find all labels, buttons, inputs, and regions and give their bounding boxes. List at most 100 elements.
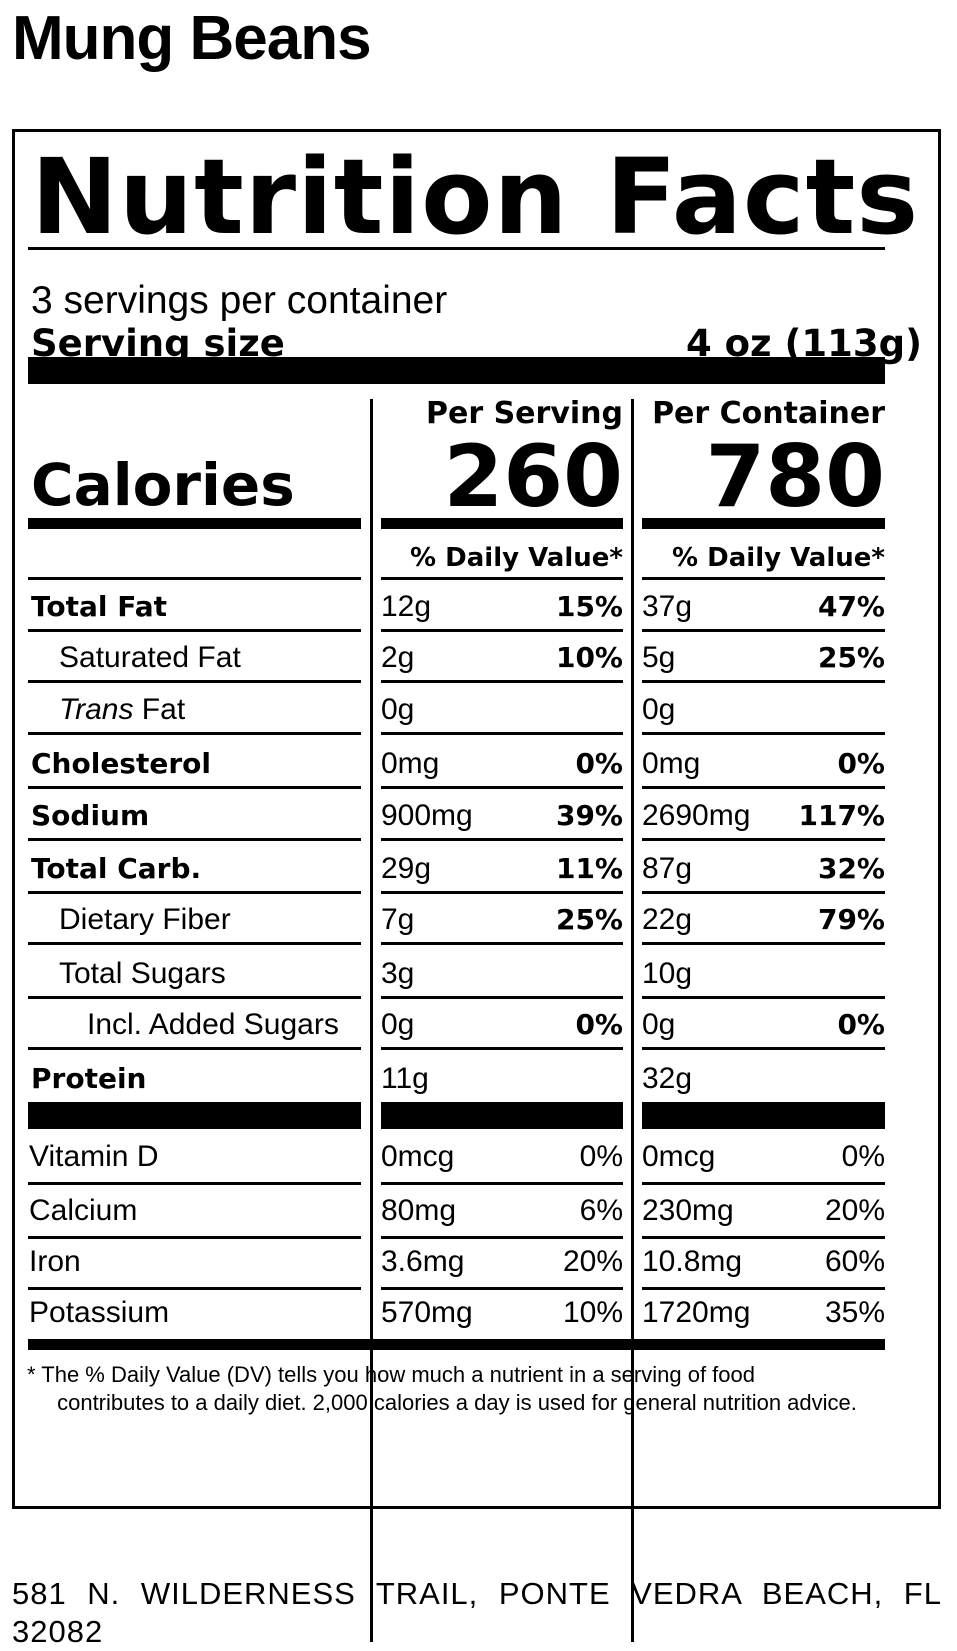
container-amount: 22g: [642, 903, 693, 936]
container-daily-value: 79%: [817, 903, 885, 936]
serving-amount: 29g: [381, 852, 432, 885]
per-container-header: Per Container: [652, 396, 885, 431]
row-divider: [381, 577, 623, 580]
serving-daily-value: 0%: [579, 1140, 623, 1173]
container-amount: 0g: [642, 693, 676, 726]
nutrient-name: Total Fat: [31, 590, 168, 623]
nutrient-name-italic: Trans: [59, 693, 134, 726]
serving-amount: 0g: [381, 693, 415, 726]
container-amount: 10g: [642, 957, 693, 990]
container-daily-value: 0%: [837, 747, 885, 780]
row-divider: [381, 838, 623, 841]
serving-amount: 570mg: [381, 1296, 473, 1329]
thick-divider: [381, 518, 623, 529]
row-divider: [642, 942, 885, 945]
serving-amount: 0g: [381, 1008, 415, 1041]
serving-amount: 11g: [381, 1062, 429, 1095]
container-daily-value: 20%: [824, 1194, 885, 1227]
row-divider: [381, 1287, 623, 1290]
container-daily-value: 0%: [837, 1008, 885, 1041]
row-divider: [381, 1182, 623, 1185]
footnote: * The % Daily Value (DV) tells you how m…: [27, 1361, 887, 1417]
divider: [28, 247, 885, 250]
row-divider: [642, 629, 885, 632]
row-divider: [28, 1047, 361, 1050]
serving-daily-value: 0%: [575, 1008, 623, 1041]
container-amount: 87g: [642, 852, 693, 885]
row-divider: [381, 786, 623, 789]
row-divider: [642, 786, 885, 789]
nutrient-name: Total Carb.: [31, 852, 202, 885]
calories-per-container: 780: [705, 427, 885, 527]
servings-per-container: 3 servings per container: [31, 279, 448, 322]
serving-amount: 3.6mg: [381, 1245, 465, 1278]
row-divider: [642, 1287, 885, 1290]
row-divider: [381, 732, 623, 735]
calories-label: Calories: [31, 451, 295, 519]
container-daily-value: 25%: [817, 641, 885, 674]
container-amount: 1720mg: [642, 1296, 751, 1329]
row-divider: [28, 942, 361, 945]
thick-divider: [28, 518, 361, 529]
vitamin-name: Iron: [29, 1245, 81, 1278]
nutrient-name: Total Sugars: [59, 957, 226, 990]
serving-amount: 3g: [381, 957, 415, 990]
footnote-line-1: * The % Daily Value (DV) tells you how m…: [27, 1362, 755, 1387]
serving-daily-value: 20%: [562, 1245, 623, 1278]
container-amount: 10.8mg: [642, 1245, 743, 1278]
row-divider: [28, 629, 361, 632]
serving-daily-value: 11%: [555, 852, 623, 885]
container-daily-value: 35%: [824, 1296, 885, 1329]
row-divider: [642, 891, 885, 894]
row-divider: [381, 891, 623, 894]
nutrient-name: Incl. Added Sugars: [87, 1008, 339, 1041]
row-divider: [381, 680, 623, 683]
container-amount: 32g: [642, 1062, 693, 1095]
nutrient-name: Sodium: [31, 799, 150, 832]
per-serving-header: Per Serving: [426, 396, 623, 431]
calories-per-serving: 260: [443, 427, 623, 527]
column-divider: [370, 399, 373, 1642]
serving-daily-value: 10%: [555, 641, 623, 674]
container-amount: 37g: [642, 590, 693, 623]
row-divider: [642, 732, 885, 735]
row-divider: [28, 891, 361, 894]
serving-amount: 0mg: [381, 747, 440, 780]
row-divider: [28, 1236, 361, 1239]
vitamin-name: Potassium: [29, 1296, 170, 1329]
row-divider: [642, 1047, 885, 1050]
row-divider: [642, 996, 885, 999]
row-divider: [642, 1182, 885, 1185]
daily-value-header-container: % Daily Value*: [672, 543, 885, 573]
container-daily-value: 60%: [824, 1245, 885, 1278]
nutrition-facts-label: Nutrition Facts 3 servings per container…: [12, 129, 941, 1642]
serving-amount: 900mg: [381, 799, 473, 832]
serving-amount: 80mg: [381, 1194, 457, 1227]
row-divider: [28, 680, 361, 683]
vitamin-name: Vitamin D: [29, 1140, 159, 1173]
row-divider: [642, 577, 885, 580]
container-amount: 230mg: [642, 1194, 734, 1227]
nutrient-name: Trans Fat: [59, 690, 185, 730]
row-divider: [381, 1102, 623, 1129]
nutrient-name: Protein: [31, 1062, 147, 1095]
container-daily-value: 0%: [841, 1140, 885, 1173]
thick-divider: [28, 357, 885, 384]
container-daily-value: 32%: [817, 852, 885, 885]
row-divider: [381, 1047, 623, 1050]
serving-daily-value: 15%: [555, 590, 623, 623]
container-amount: 5g: [642, 641, 676, 674]
product-title: Mung Beans: [12, 4, 372, 73]
row-divider: [28, 838, 361, 841]
serving-amount: 7g: [381, 903, 415, 936]
container-amount: 2690mg: [642, 799, 751, 832]
row-divider: [381, 1236, 623, 1239]
row-divider: [381, 629, 623, 632]
row-divider: [28, 996, 361, 999]
serving-amount: 2g: [381, 641, 415, 674]
serving-amount: 12g: [381, 590, 432, 623]
row-divider: [642, 1102, 885, 1129]
row-divider: [28, 1102, 361, 1129]
container-daily-value: 47%: [817, 590, 885, 623]
nutrient-name-rest: Fat: [133, 693, 186, 726]
